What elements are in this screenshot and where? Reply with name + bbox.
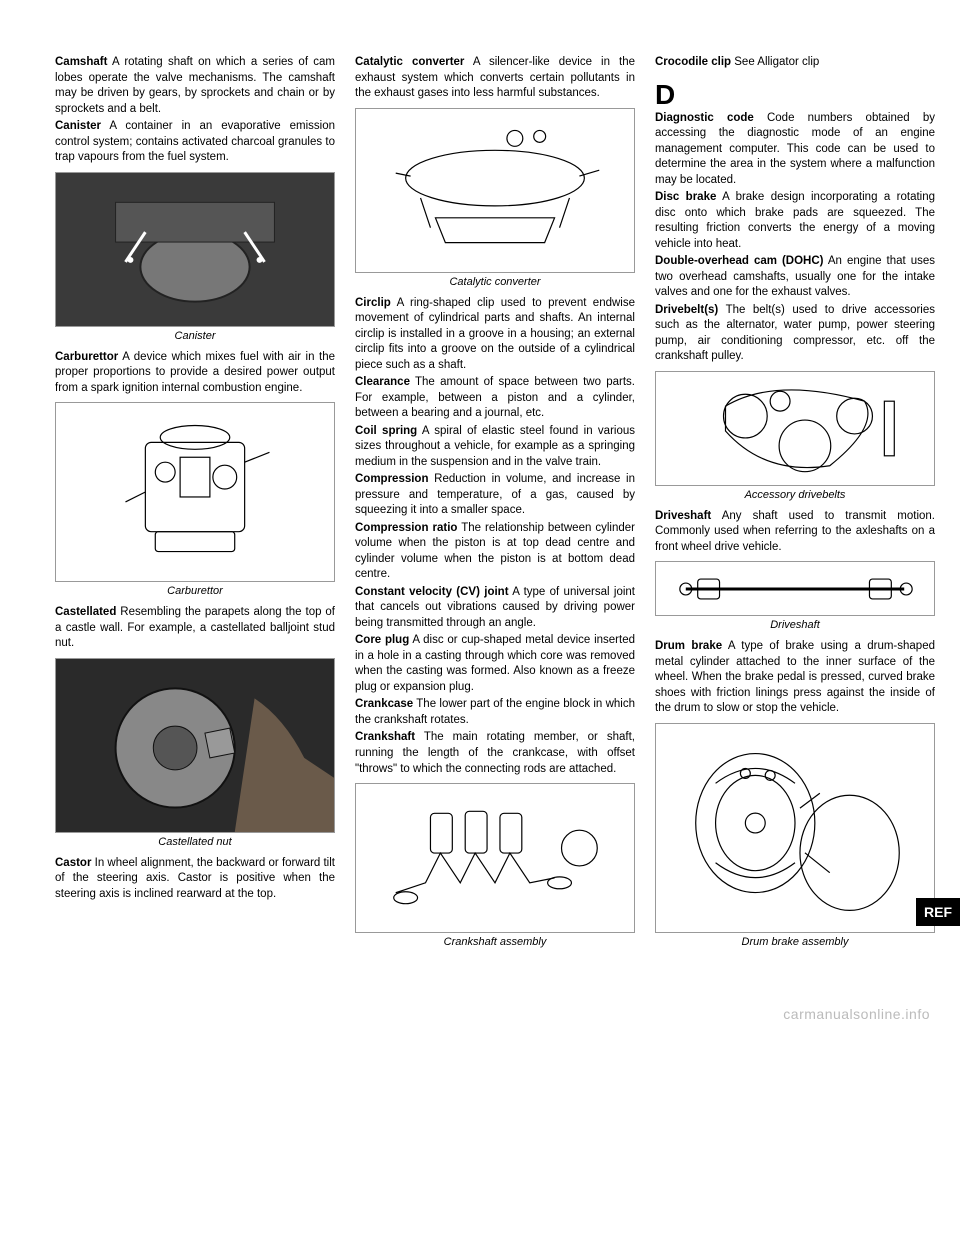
entry-drumbrake: Drum brake A type of brake using a drum-… <box>655 639 935 717</box>
term: Disc brake <box>655 191 716 203</box>
ref-tab: REF <box>916 898 960 926</box>
figure-catalytic: Catalytic converter <box>355 108 635 288</box>
term: Crankcase <box>355 698 413 710</box>
entry-diagnostic: Diagnostic code Code numbers obtained by… <box>655 111 935 189</box>
caption-drumbrake: Drum brake assembly <box>655 936 935 948</box>
figure-catalytic-image <box>355 108 635 273</box>
column-3: Crocodile clip See Alligator clip D Diag… <box>655 55 935 956</box>
figure-castellated-image <box>55 658 335 833</box>
caption-drivebelts: Accessory drivebelts <box>655 489 935 501</box>
figure-canister: Canister <box>55 172 335 342</box>
figure-drivebelts-image <box>655 371 935 486</box>
term: Constant velocity (CV) joint <box>355 586 509 598</box>
term: Core plug <box>355 634 409 646</box>
entry-camshaft: Camshaft A rotating shaft on which a ser… <box>55 55 335 117</box>
figure-carburettor: Carburettor <box>55 402 335 597</box>
figure-castellated: Castellated nut <box>55 658 335 848</box>
term: Crankshaft <box>355 731 415 743</box>
figure-carburettor-image <box>55 402 335 582</box>
entry-crankcase: Crankcase The lower part of the engine b… <box>355 697 635 728</box>
term: Diagnostic code <box>655 112 754 124</box>
term: Carburettor <box>55 351 118 363</box>
term: Canister <box>55 120 101 132</box>
term: Driveshaft <box>655 510 711 522</box>
figure-canister-image <box>55 172 335 327</box>
caption-canister: Canister <box>55 330 335 342</box>
term: Coil spring <box>355 425 417 437</box>
section-letter-d: D <box>655 81 935 109</box>
page-content: Camshaft A rotating shaft on which a ser… <box>0 0 960 986</box>
entry-crankshaft: Crankshaft The main rotating member, or … <box>355 730 635 777</box>
entry-crocodile: Crocodile clip See Alligator clip <box>655 55 935 71</box>
entry-compression: Compression Reduction in volume, and inc… <box>355 472 635 519</box>
caption-catalytic: Catalytic converter <box>355 276 635 288</box>
column-2: Catalytic converter A silencer-like devi… <box>355 55 635 956</box>
entry-catalytic: Catalytic converter A silencer-like devi… <box>355 55 635 102</box>
caption-driveshaft: Driveshaft <box>655 619 935 631</box>
entry-discbrake: Disc brake A brake design incorporating … <box>655 190 935 252</box>
entry-drivebelt: Drivebelt(s) The belt(s) used to drive a… <box>655 303 935 365</box>
term: Double-overhead cam (DOHC) <box>655 255 824 267</box>
column-1: Camshaft A rotating shaft on which a ser… <box>55 55 335 956</box>
term: Compression ratio <box>355 522 457 534</box>
caption-castellated: Castellated nut <box>55 836 335 848</box>
term: Drivebelt(s) <box>655 304 718 316</box>
term: Castor <box>55 857 91 869</box>
entry-compressionratio: Compression ratio The relationship betwe… <box>355 521 635 583</box>
term: Crocodile clip <box>655 56 731 68</box>
page-wrap: Camshaft A rotating shaft on which a ser… <box>0 0 960 986</box>
entry-dohc: Double-overhead cam (DOHC) An engine tha… <box>655 254 935 301</box>
entry-clearance: Clearance The amount of space between tw… <box>355 375 635 422</box>
entry-cvjoint: Constant velocity (CV) joint A type of u… <box>355 585 635 632</box>
entry-circlip: Circlip A ring-shaped clip used to preve… <box>355 296 635 374</box>
footer-watermark: carmanualsonline.info <box>0 986 960 1042</box>
figure-drumbrake: Drum brake assembly <box>655 723 935 948</box>
figure-drumbrake-image <box>655 723 935 933</box>
caption-crankshaft: Crankshaft assembly <box>355 936 635 948</box>
entry-driveshaft: Driveshaft Any shaft used to transmit mo… <box>655 509 935 556</box>
figure-driveshaft: Driveshaft <box>655 561 935 631</box>
figure-crankshaft: Crankshaft assembly <box>355 783 635 948</box>
caption-carburettor: Carburettor <box>55 585 335 597</box>
entry-castor: Castor In wheel alignment, the backward … <box>55 856 335 903</box>
entry-carburettor: Carburettor A device which mixes fuel wi… <box>55 350 335 397</box>
figure-driveshaft-image <box>655 561 935 616</box>
figure-drivebelts: Accessory drivebelts <box>655 371 935 501</box>
definition: In wheel alignment, the backward or forw… <box>55 857 335 900</box>
term: Drum brake <box>655 640 722 652</box>
figure-crankshaft-image <box>355 783 635 933</box>
term: Castellated <box>55 606 116 618</box>
term: Catalytic converter <box>355 56 464 68</box>
term: Compression <box>355 473 429 485</box>
entry-castellated: Castellated Resembling the parapets alon… <box>55 605 335 652</box>
entry-coreplug: Core plug A disc or cup-shaped metal dev… <box>355 633 635 695</box>
definition: See Alligator clip <box>734 56 819 68</box>
term: Clearance <box>355 376 410 388</box>
definition: A ring-shaped clip used to prevent endwi… <box>355 297 635 371</box>
term: Circlip <box>355 297 391 309</box>
entry-coilspring: Coil spring A spiral of elastic steel fo… <box>355 424 635 471</box>
term: Camshaft <box>55 56 107 68</box>
entry-canister: Canister A container in an evaporative e… <box>55 119 335 166</box>
